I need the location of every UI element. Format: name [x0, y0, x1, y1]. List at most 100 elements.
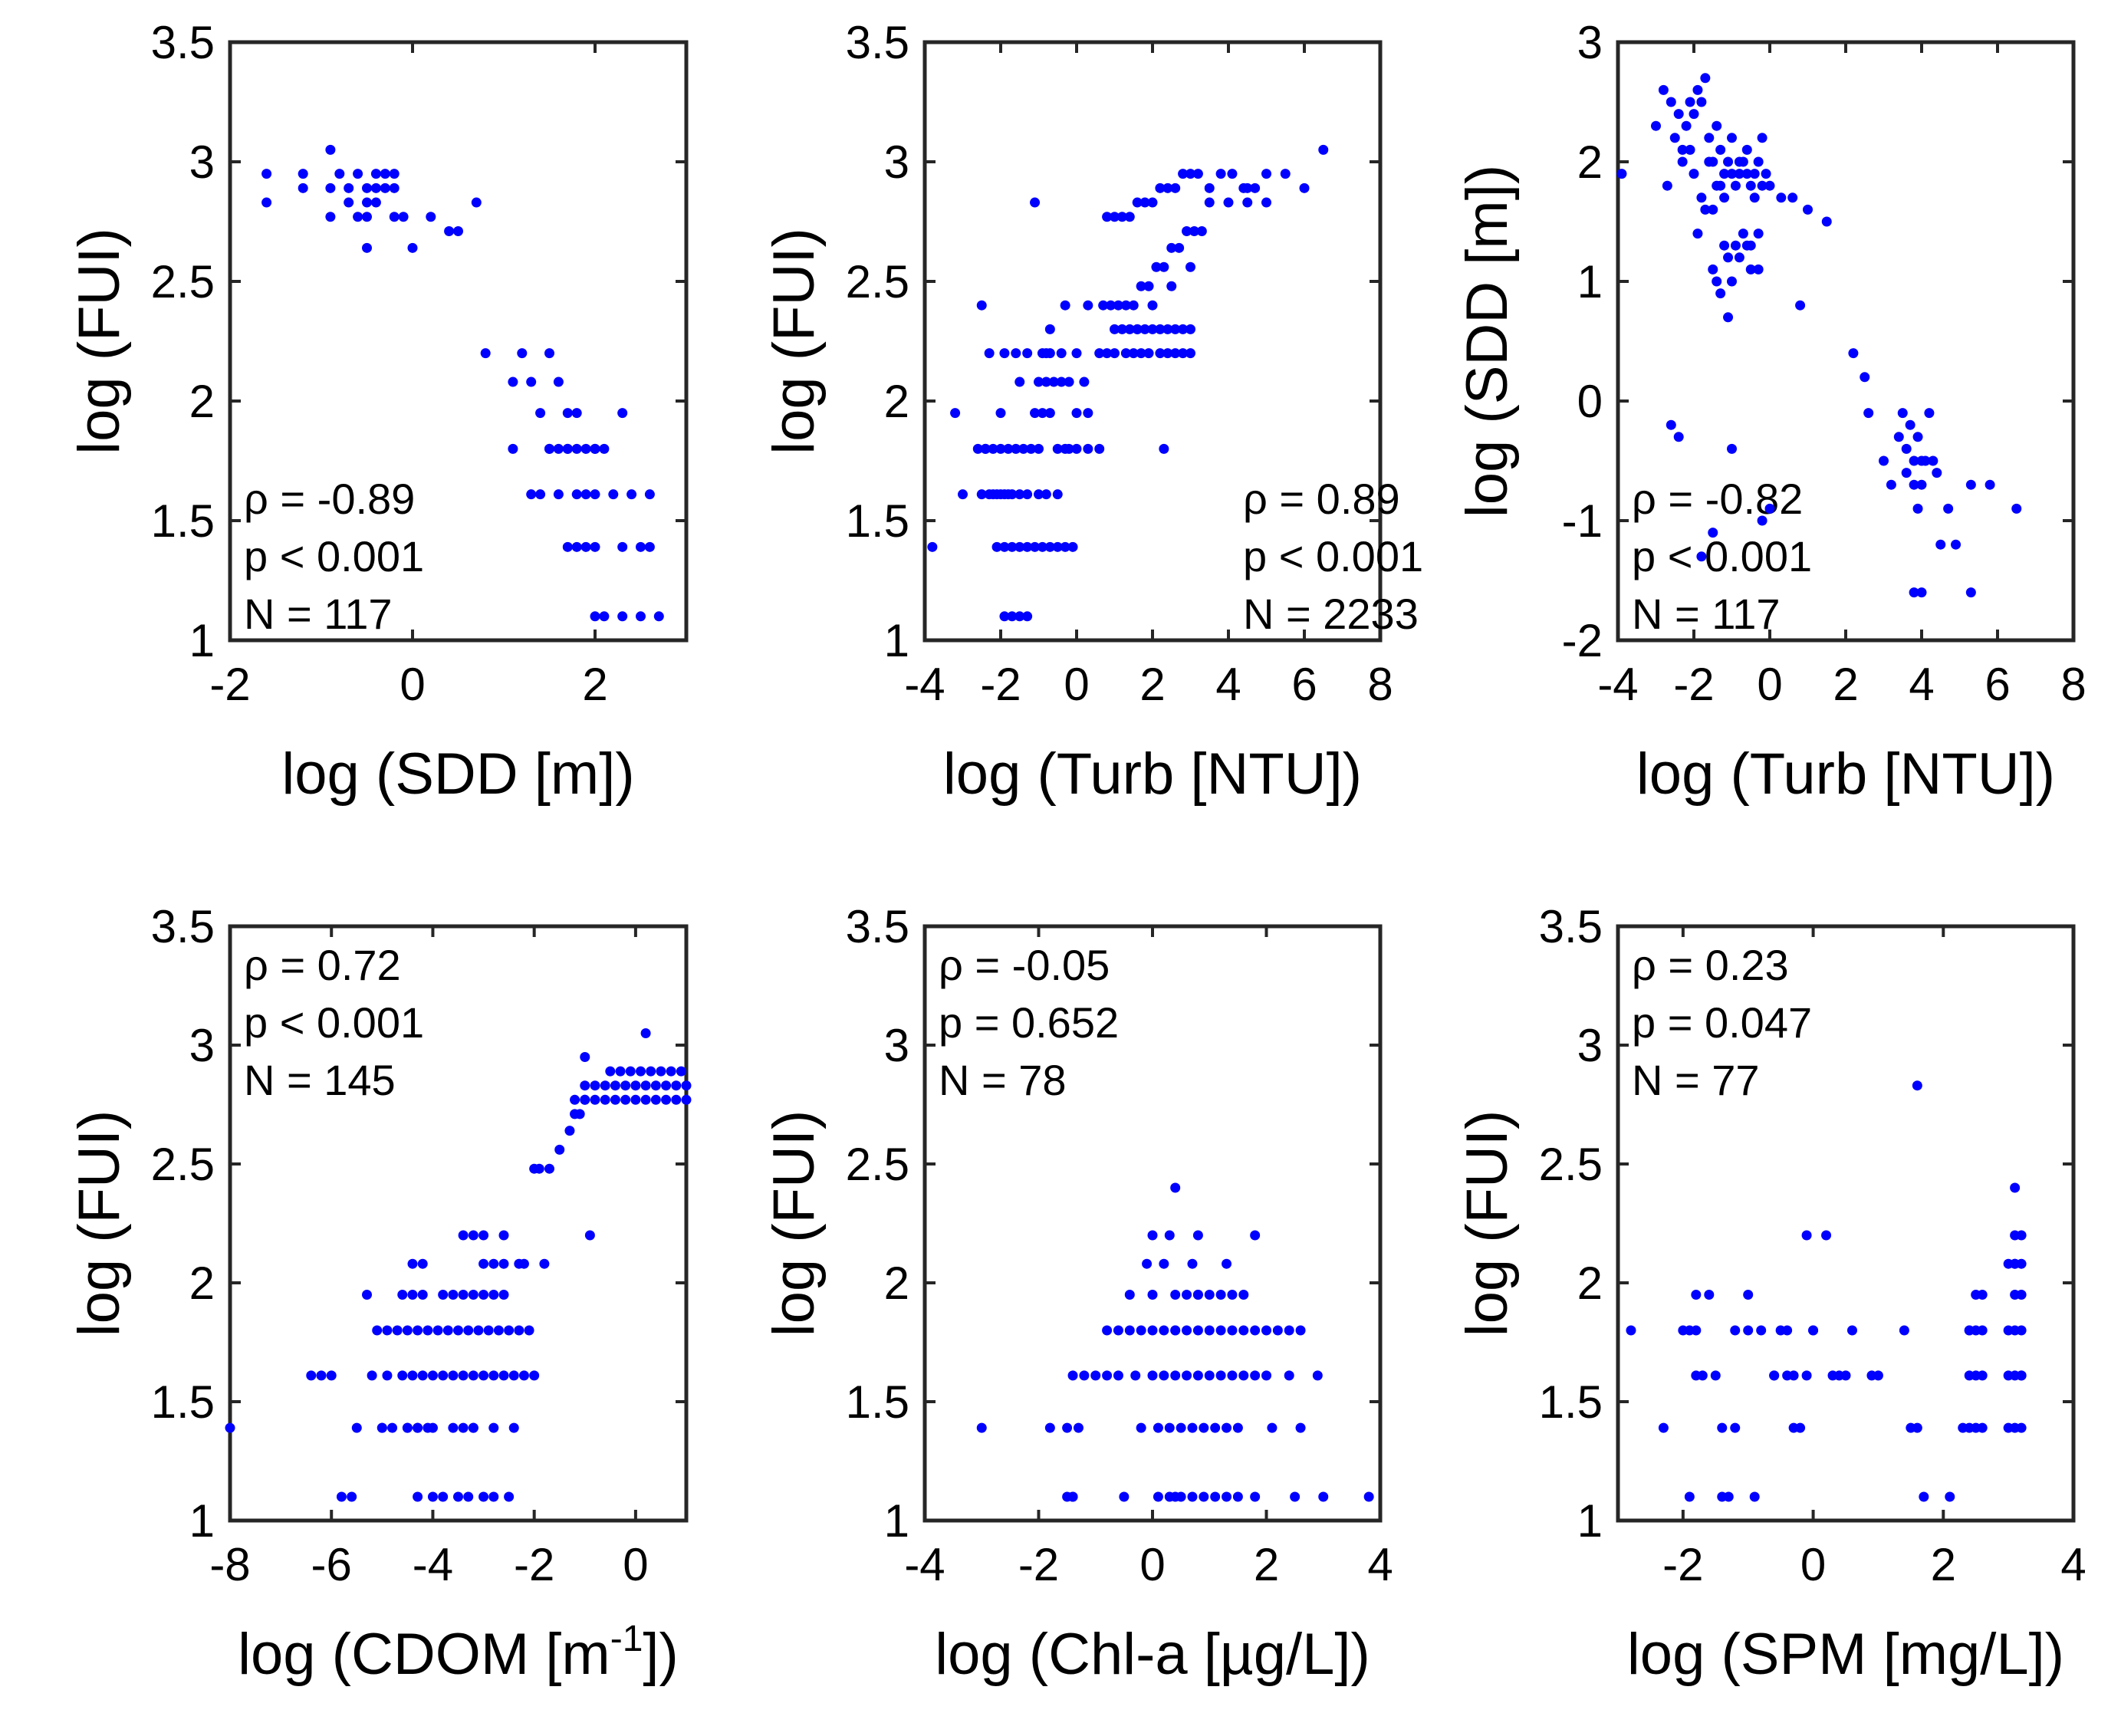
data-point — [1741, 240, 1752, 251]
stat-p-label: p < 0.001 — [1632, 532, 1812, 580]
data-point — [1821, 216, 1832, 227]
data-point — [1708, 528, 1718, 538]
data-point — [570, 1094, 580, 1105]
data-point — [325, 182, 336, 193]
data-point — [468, 1290, 478, 1300]
x-tick-label: -4 — [904, 1539, 945, 1590]
data-point — [1965, 479, 1976, 490]
data-point — [1977, 1290, 1988, 1300]
stat-n-label: N = 2233 — [1243, 590, 1419, 638]
data-point — [605, 1066, 616, 1077]
data-point — [1162, 324, 1173, 334]
data-point — [1030, 541, 1041, 552]
data-point — [1159, 261, 1169, 272]
data-point — [580, 1094, 590, 1105]
data-point — [1901, 443, 1912, 454]
y-tick-label: 1.5 — [846, 495, 909, 547]
data-point — [1727, 276, 1737, 287]
data-point — [407, 1258, 418, 1269]
x-axis-label: log (Turb [NTU]) — [943, 741, 1362, 807]
data-point — [599, 443, 610, 454]
data-point — [1912, 503, 1923, 514]
data-point — [1124, 1290, 1135, 1300]
data-point — [1673, 432, 1684, 442]
y-tick-label: 3.5 — [846, 901, 909, 952]
data-point — [590, 611, 600, 622]
data-point — [1170, 1491, 1181, 1502]
stat-p-label: p = 0.047 — [1632, 998, 1812, 1047]
x-tick-label: -6 — [311, 1539, 352, 1590]
data-point — [1215, 169, 1226, 179]
data-point — [493, 1325, 504, 1336]
data-point — [590, 1080, 600, 1091]
data-point — [1011, 443, 1021, 454]
data-point — [1749, 1491, 1760, 1502]
stat-rho-label: ρ = -0.82 — [1632, 475, 1803, 523]
data-point — [570, 1109, 580, 1120]
data-point — [423, 1422, 433, 1433]
data-point — [1943, 503, 1954, 514]
data-point — [1290, 1491, 1301, 1502]
data-point — [1189, 225, 1199, 236]
data-point — [1124, 1325, 1135, 1336]
data-point — [630, 1080, 641, 1091]
data-point — [2011, 503, 2022, 514]
data-point — [1204, 1370, 1215, 1381]
data-point — [1178, 324, 1189, 334]
data-point — [529, 1370, 540, 1381]
data-point — [650, 1094, 661, 1105]
data-point — [1182, 225, 1192, 236]
data-point — [1704, 156, 1715, 167]
data-point — [1060, 300, 1070, 311]
data-point — [1162, 348, 1173, 359]
data-point — [444, 225, 455, 236]
data-point — [980, 443, 991, 454]
data-point — [1232, 1491, 1243, 1502]
data-point — [1284, 1325, 1294, 1336]
data-point — [1153, 1422, 1163, 1433]
stat-rho-label: ρ = -0.05 — [939, 941, 1110, 989]
data-point — [1204, 1290, 1215, 1300]
data-point — [1795, 1422, 1806, 1433]
data-point — [553, 376, 564, 387]
data-point — [1250, 1325, 1261, 1336]
data-point — [478, 1491, 489, 1502]
data-point — [1692, 84, 1703, 95]
data-point — [1147, 324, 1158, 334]
data-point — [1162, 182, 1173, 193]
data-point — [1044, 1422, 1055, 1433]
data-point — [1102, 1325, 1113, 1336]
data-point — [1879, 455, 1889, 466]
data-point — [347, 1491, 357, 1502]
data-point — [676, 1066, 686, 1077]
data-point — [1159, 1325, 1169, 1336]
data-point — [1261, 169, 1271, 179]
data-point — [225, 1422, 235, 1433]
x-tick-label: -4 — [904, 659, 945, 710]
data-point — [1153, 1491, 1163, 1502]
data-point — [1204, 1325, 1215, 1336]
x-tick-label: 2 — [582, 659, 607, 710]
data-point — [508, 1370, 519, 1381]
y-axis-label: log (FUI) — [67, 1110, 132, 1337]
data-point — [1730, 240, 1741, 251]
data-point — [671, 1080, 682, 1091]
x-axis-label-text: log (CDOM [m — [238, 1622, 610, 1687]
data-point — [620, 1094, 631, 1105]
data-point — [999, 611, 1010, 622]
data-point — [423, 1325, 433, 1336]
x-tick-label: -2 — [980, 659, 1021, 710]
data-point — [580, 1080, 590, 1091]
data-point — [1132, 197, 1143, 208]
data-point — [544, 443, 554, 454]
stat-rho-label: ρ = 0.23 — [1632, 941, 1789, 989]
data-point — [298, 182, 308, 193]
x-axis-label-text: log (Turb [NTU]) — [943, 741, 1362, 807]
data-point — [984, 348, 995, 359]
data-point — [336, 1491, 347, 1502]
x-axis-label: log (Turb [NTU]) — [1636, 741, 2055, 807]
data-point — [617, 408, 628, 419]
data-point — [1730, 180, 1741, 191]
